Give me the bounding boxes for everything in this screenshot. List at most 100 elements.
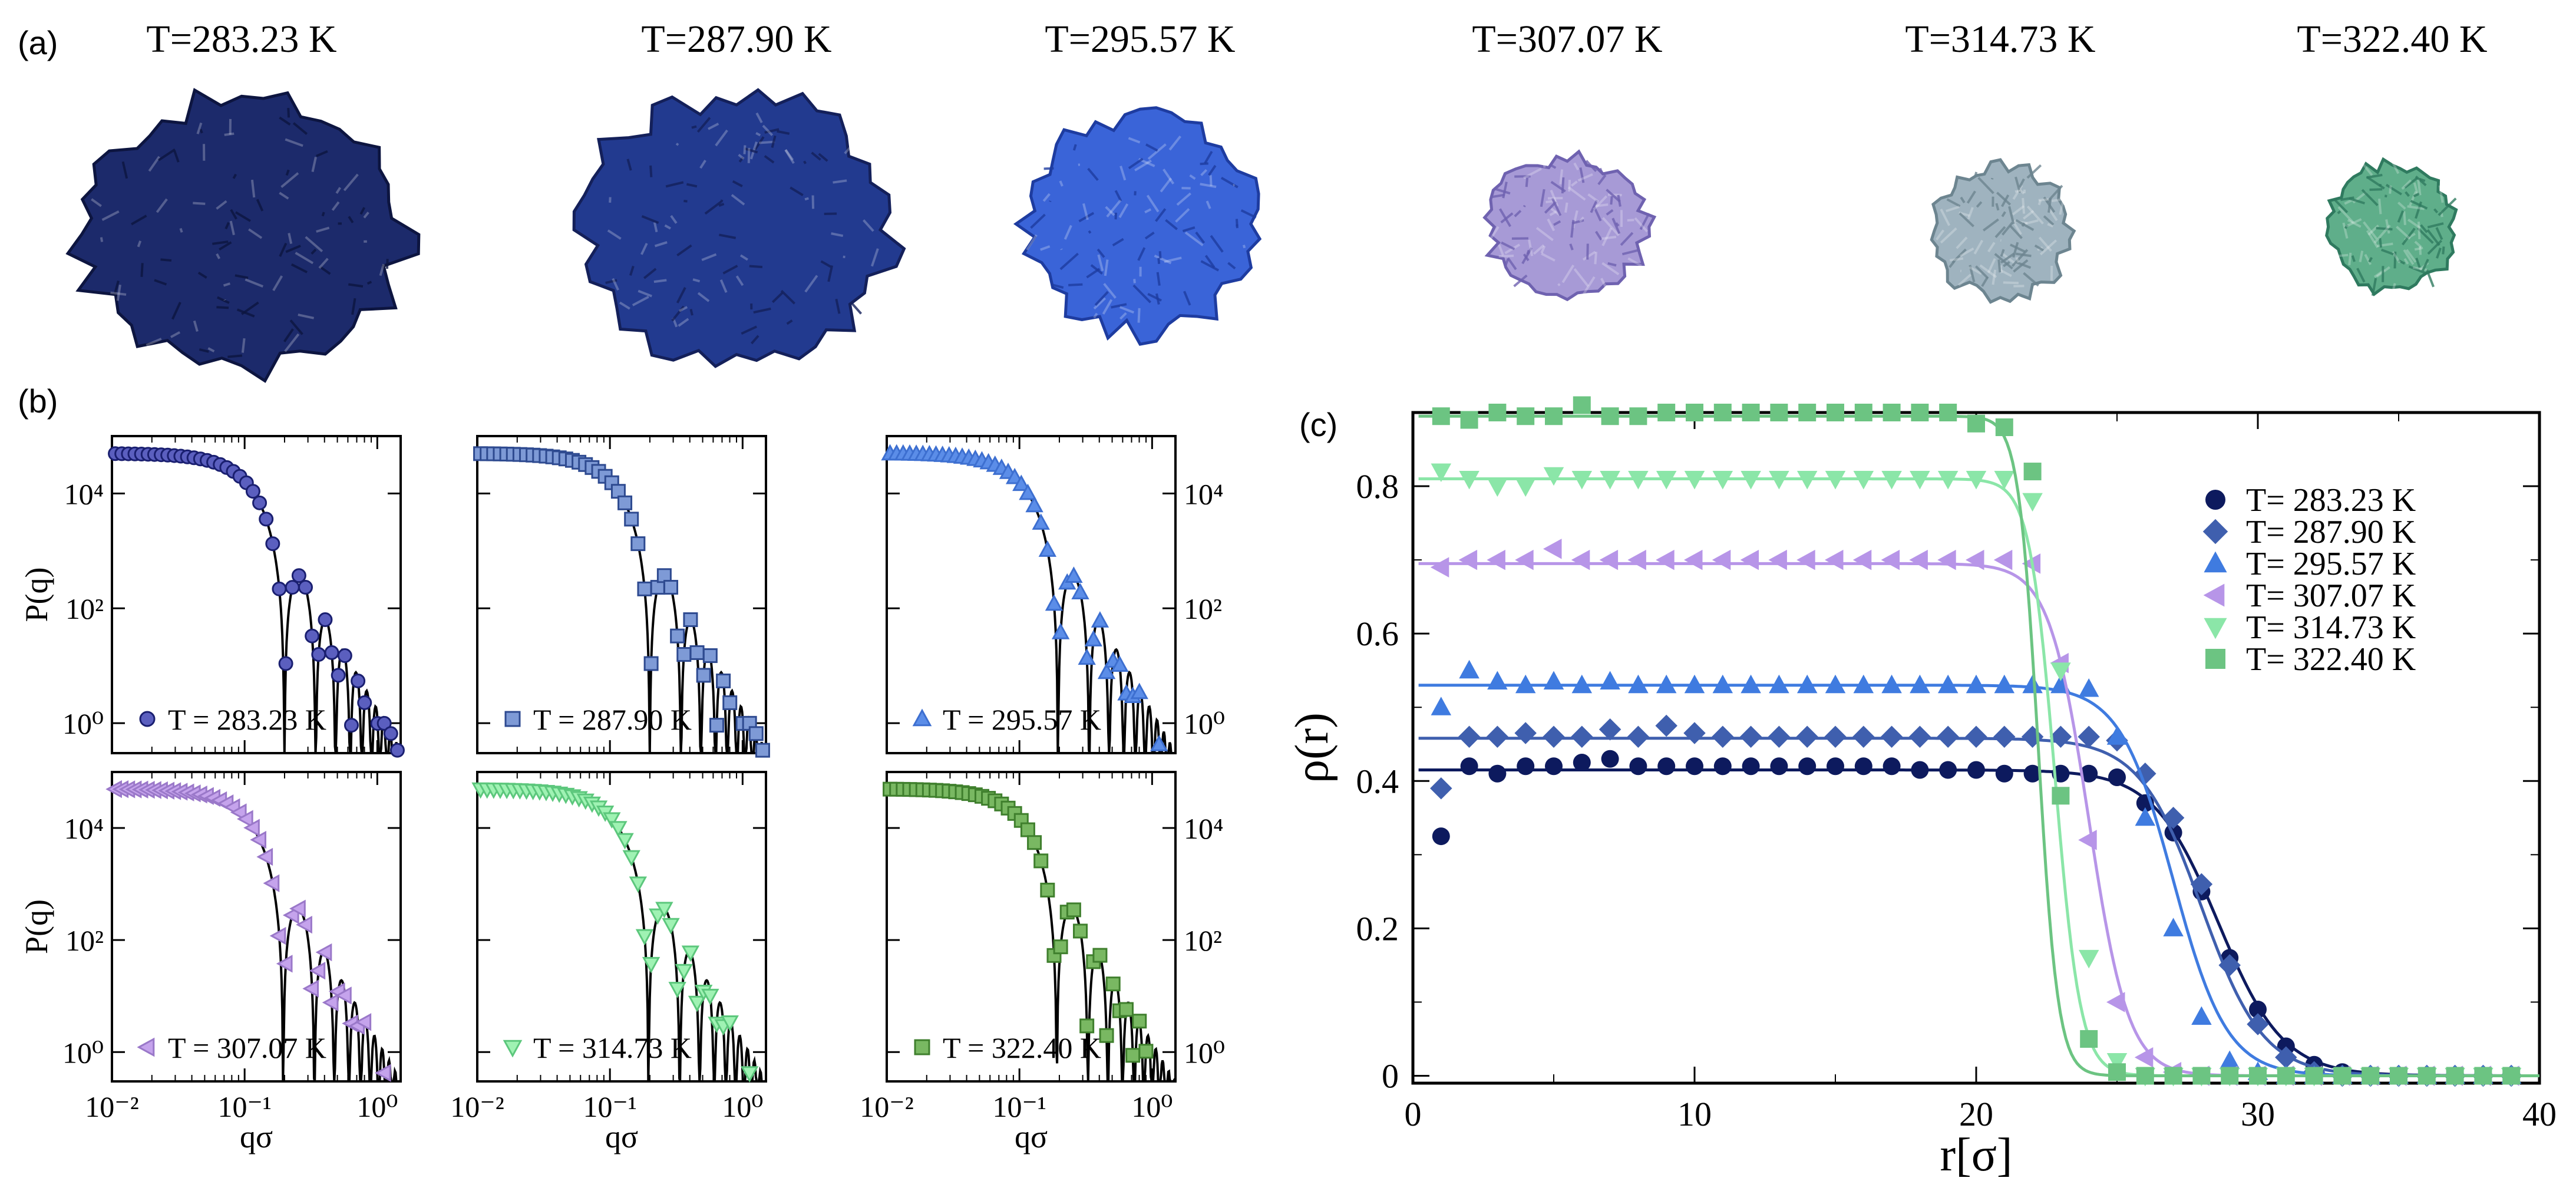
pq-data-point xyxy=(335,987,352,1005)
snapshot-strand xyxy=(289,319,303,335)
snapshot-strand xyxy=(1570,180,1578,187)
snapshot-strand xyxy=(1168,135,1181,151)
snapshot-strand xyxy=(2401,179,2412,190)
snapshot-strand xyxy=(1059,180,1064,187)
pq-x-axis-label: qσ xyxy=(240,1119,273,1154)
density-data-point xyxy=(1854,757,1872,776)
pq-data-point xyxy=(289,899,306,918)
density-data-point xyxy=(1545,757,1563,776)
density-data-point xyxy=(2078,949,2099,969)
snapshot-strand xyxy=(1949,257,1964,262)
snapshot-strand xyxy=(1513,274,1528,288)
snapshot-strand xyxy=(348,216,354,223)
density-data-point xyxy=(1600,471,1620,490)
snapshot-strand xyxy=(1157,258,1161,264)
density-data-point xyxy=(1458,725,1481,748)
pq-data-point xyxy=(748,726,764,741)
density-data-point xyxy=(1993,725,2016,748)
snapshot-strand xyxy=(1569,243,1574,250)
snapshot-strand xyxy=(235,274,249,279)
pq-data-point xyxy=(722,695,738,710)
snapshot-strand xyxy=(279,116,291,126)
snapshot-strand xyxy=(279,242,288,257)
pq-legend-label: T = 307.07 K xyxy=(168,1031,326,1064)
snapshot-strand xyxy=(1175,208,1190,223)
snapshot-strand xyxy=(764,155,775,164)
snapshot-strand xyxy=(1195,231,1206,244)
density-x-tick-label: 10 xyxy=(1677,1095,1712,1133)
pq-data-point xyxy=(309,961,326,980)
density-data-point xyxy=(1739,725,1762,748)
density-data-point xyxy=(1515,549,1534,570)
pq-legend-marker xyxy=(912,708,932,727)
density-data-point xyxy=(2249,1067,2267,1085)
density-data-point xyxy=(1487,478,1508,497)
snapshot-strand xyxy=(1959,247,1974,258)
snapshot-strand xyxy=(232,173,237,179)
snapshot-strand xyxy=(1144,208,1152,214)
pq-subplot: 10⁰ 10² 10⁴ T = 295.57 K xyxy=(881,435,1225,754)
snapshot-strand xyxy=(764,128,780,134)
snapshot-strand xyxy=(719,233,737,239)
pq-data-point xyxy=(740,1066,759,1083)
density-data-point xyxy=(1713,757,1732,776)
snapshot-strand xyxy=(2403,258,2409,265)
density-data-point xyxy=(1796,725,1818,748)
snapshot-strand xyxy=(2347,219,2362,228)
density-data-point xyxy=(2080,764,2098,783)
snapshot-strand xyxy=(1102,299,1113,315)
snapshot-strand xyxy=(701,253,717,262)
snapshot-strand xyxy=(148,156,160,172)
snapshot-strand xyxy=(1164,256,1182,263)
snapshot-strand xyxy=(316,226,330,233)
snapshot-strand xyxy=(2047,198,2052,213)
density-fit-curve xyxy=(1418,737,2539,1077)
snapshot-strand xyxy=(1064,225,1072,240)
snapshot-strand xyxy=(2051,197,2066,203)
snapshot-strand xyxy=(743,145,747,154)
snapshot-strand xyxy=(755,112,763,123)
density-data-point xyxy=(1881,549,1900,570)
snapshot-strand xyxy=(738,154,745,160)
density-data-point xyxy=(1825,471,1846,490)
snapshot-strand xyxy=(2037,199,2042,206)
snapshot-strand xyxy=(1493,187,1511,195)
pq-subplot: 10⁰ 10² 10⁴ 10⁻² 10⁻¹ 10⁰ qσ T = 322.40 K xyxy=(860,771,1225,1154)
pq-y-tick-label: 10⁴ xyxy=(1184,477,1223,510)
snapshot-strand xyxy=(2025,219,2039,225)
pq-data-point xyxy=(1053,939,1068,955)
density-data-point xyxy=(1684,549,1703,570)
snapshot-strand xyxy=(1111,303,1127,309)
snapshot-strand xyxy=(1627,257,1642,267)
snapshot-strand xyxy=(2438,197,2457,216)
snapshot-strand xyxy=(749,265,763,269)
snapshot-strand xyxy=(762,124,774,136)
snapshot-strand xyxy=(1999,269,2012,278)
density-data-point xyxy=(1431,463,1452,483)
pq-y-tick-label: 10⁰ xyxy=(1184,1036,1225,1069)
snapshot-strand xyxy=(1147,143,1167,160)
pq-data-point xyxy=(683,612,698,628)
snapshot-strand xyxy=(1607,193,1622,196)
snapshot-strand xyxy=(2427,222,2444,229)
snapshot-strand xyxy=(1049,200,1052,202)
pq-data-point xyxy=(285,580,300,595)
snapshot-strand xyxy=(718,203,725,207)
snapshot-strand xyxy=(2407,219,2421,229)
snapshot-strand xyxy=(744,147,758,154)
snapshot-strand xyxy=(1128,157,1144,170)
pq-data-point xyxy=(681,945,700,962)
pq-data-point xyxy=(755,743,770,758)
snapshot-strand xyxy=(2337,206,2354,223)
density-data-point xyxy=(2502,1067,2521,1085)
pq-data-point xyxy=(315,943,332,962)
density-data-point xyxy=(1995,418,2013,437)
snapshot-strand xyxy=(1977,177,1994,194)
snapshot-strand xyxy=(1499,208,1511,227)
density-data-point xyxy=(2078,830,2097,850)
snapshot-strand xyxy=(359,207,366,215)
snapshot-strand xyxy=(1606,189,1621,203)
density-data-point xyxy=(2191,1006,2212,1025)
snapshot-strand xyxy=(1523,204,1526,207)
snapshot-strand xyxy=(2392,251,2401,263)
